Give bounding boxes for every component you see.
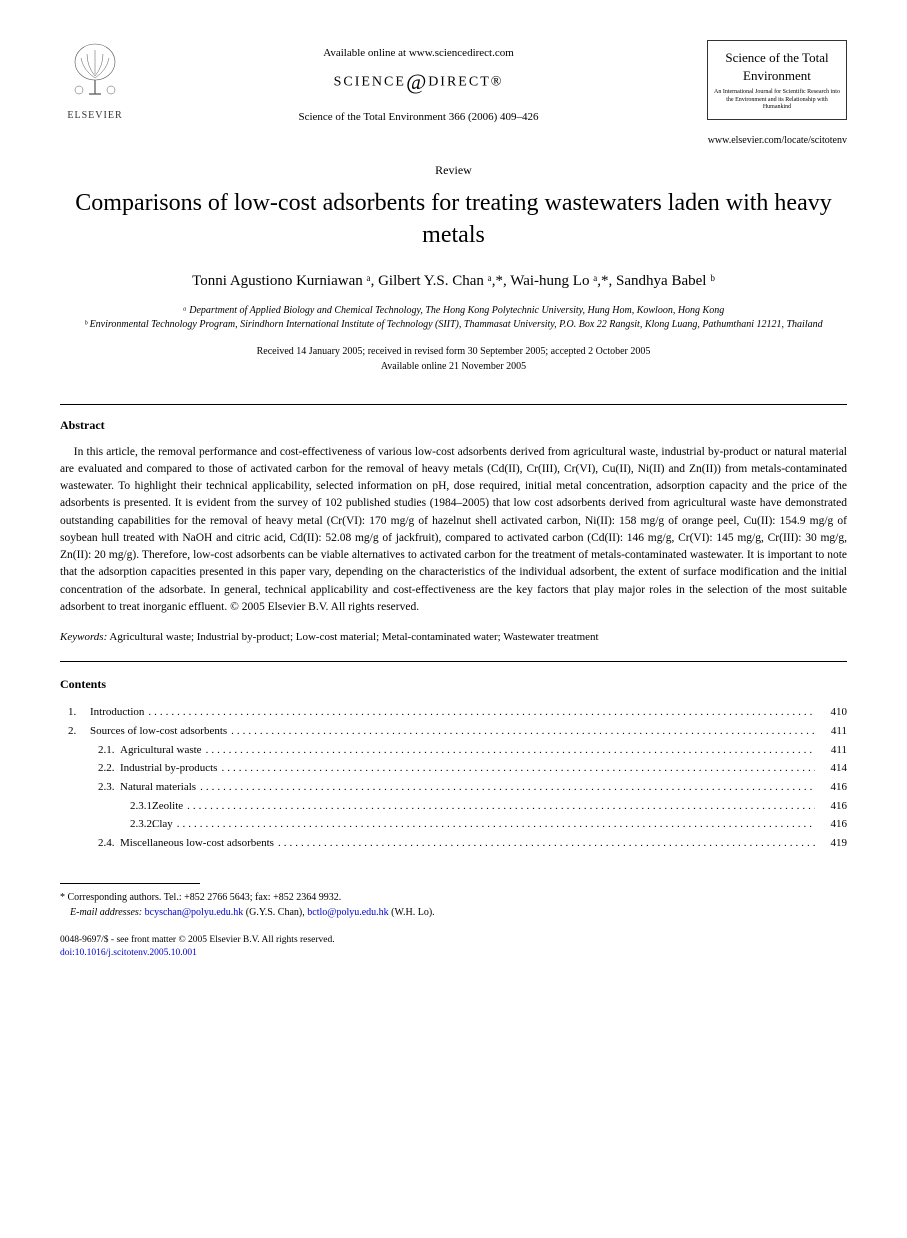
received-date: Received 14 January 2005; received in re… bbox=[60, 344, 847, 359]
journal-url: www.elsevier.com/locate/scitotenv bbox=[60, 134, 847, 148]
issn-line: 0048-9697/$ - see front matter © 2005 El… bbox=[60, 934, 847, 947]
divider-mid bbox=[60, 661, 847, 662]
citation-line: Science of the Total Environment 366 (20… bbox=[130, 110, 707, 125]
sd-at-icon: @ bbox=[406, 69, 428, 94]
toc-page: 416 bbox=[815, 797, 847, 816]
footnotes: * Corresponding authors. Tel.: +852 2766… bbox=[60, 890, 847, 920]
affiliations: ᵃ Department of Applied Biology and Chem… bbox=[60, 304, 847, 332]
toc-number: 2.2. bbox=[60, 759, 120, 778]
author-list: Tonni Agustiono Kurniawan ᵃ, Gilbert Y.S… bbox=[60, 271, 847, 292]
toc-page: 414 bbox=[815, 759, 847, 778]
toc-dots bbox=[202, 741, 815, 760]
doi-link[interactable]: doi:10.1016/j.scitotenv.2005.10.001 bbox=[60, 947, 847, 960]
toc-row: 2.1.Agricultural waste 411 bbox=[60, 741, 847, 760]
affiliation-a: ᵃ Department of Applied Biology and Chem… bbox=[60, 304, 847, 318]
sciencedirect-logo: SCIENCE@DIRECT® bbox=[130, 67, 707, 98]
toc-page: 419 bbox=[815, 834, 847, 853]
journal-subtitle: An International Journal for Scientific … bbox=[712, 89, 842, 111]
toc-dots bbox=[173, 815, 815, 834]
journal-box: Science of the Total Environment An Inte… bbox=[707, 40, 847, 120]
article-type: Review bbox=[60, 162, 847, 179]
elsevier-logo: ELSEVIER bbox=[60, 40, 130, 123]
toc-number: 2.1. bbox=[60, 741, 120, 760]
toc-label: Introduction bbox=[90, 703, 144, 722]
toc-number: 2.4. bbox=[60, 834, 120, 853]
email-label: E-mail addresses: bbox=[70, 907, 142, 918]
toc-row: 1.Introduction 410 bbox=[60, 703, 847, 722]
journal-badge-wrap: Science of the Total Environment An Inte… bbox=[707, 40, 847, 120]
abstract-body: In this article, the removal performance… bbox=[60, 444, 847, 617]
keywords-line: Keywords: Agricultural waste; Industrial… bbox=[60, 630, 847, 645]
toc-number: 1. bbox=[60, 703, 90, 722]
journal-title: Science of the Total Environment bbox=[712, 49, 842, 85]
toc-row: 2.Sources of low-cost adsorbents 411 bbox=[60, 722, 847, 741]
toc-label: Agricultural waste bbox=[120, 741, 202, 760]
toc-label: Natural materials bbox=[120, 778, 196, 797]
article-dates: Received 14 January 2005; received in re… bbox=[60, 344, 847, 374]
keywords-label: Keywords: bbox=[60, 631, 107, 643]
keywords-text: Agricultural waste; Industrial by-produc… bbox=[107, 631, 598, 643]
table-of-contents: 1.Introduction4102.Sources of low-cost a… bbox=[60, 703, 847, 853]
toc-number: 2.3. bbox=[60, 778, 120, 797]
contents-heading: Contents bbox=[60, 676, 847, 693]
toc-label: Sources of low-cost adsorbents bbox=[90, 722, 227, 741]
center-header: Available online at www.sciencedirect.co… bbox=[130, 40, 707, 126]
toc-label: Clay bbox=[152, 815, 173, 834]
toc-number: 2.3.1. bbox=[60, 797, 152, 816]
page-header: ELSEVIER Available online at www.science… bbox=[60, 40, 847, 126]
divider-top bbox=[60, 404, 847, 405]
footer-info: 0048-9697/$ - see front matter © 2005 El… bbox=[60, 934, 847, 961]
article-title: Comparisons of low-cost adsorbents for t… bbox=[60, 188, 847, 250]
email-1-name: (G.Y.S. Chan), bbox=[243, 907, 307, 918]
elsevier-label: ELSEVIER bbox=[60, 109, 130, 123]
affiliation-b: ᵇ Environmental Technology Program, Siri… bbox=[60, 318, 847, 332]
email-1[interactable]: bcyschan@polyu.edu.hk bbox=[145, 907, 244, 918]
abstract-heading: Abstract bbox=[60, 417, 847, 434]
toc-page: 416 bbox=[815, 815, 847, 834]
toc-row: 2.3.Natural materials 416 bbox=[60, 778, 847, 797]
toc-dots bbox=[274, 834, 815, 853]
toc-dots bbox=[183, 797, 815, 816]
toc-page: 410 bbox=[815, 703, 847, 722]
toc-number: 2. bbox=[60, 722, 90, 741]
toc-page: 411 bbox=[815, 741, 847, 760]
toc-page: 416 bbox=[815, 778, 847, 797]
toc-label: Industrial by-products bbox=[120, 759, 217, 778]
toc-row: 2.3.2.Clay 416 bbox=[60, 815, 847, 834]
available-online-text: Available online at www.sciencedirect.co… bbox=[130, 46, 707, 61]
email-2-name: (W.H. Lo). bbox=[389, 907, 435, 918]
sd-suffix: DIRECT® bbox=[428, 75, 503, 90]
footnote-divider bbox=[60, 883, 200, 884]
elsevier-tree-icon bbox=[65, 40, 125, 100]
toc-row: 2.2.Industrial by-products 414 bbox=[60, 759, 847, 778]
toc-dots bbox=[144, 703, 815, 722]
toc-number: 2.3.2. bbox=[60, 815, 152, 834]
email-line: E-mail addresses: bcyschan@polyu.edu.hk … bbox=[60, 905, 847, 920]
toc-dots bbox=[196, 778, 815, 797]
toc-dots bbox=[217, 759, 815, 778]
email-2[interactable]: bctlo@polyu.edu.hk bbox=[307, 907, 388, 918]
toc-label: Zeolite bbox=[152, 797, 183, 816]
available-date: Available online 21 November 2005 bbox=[60, 359, 847, 374]
toc-label: Miscellaneous low-cost adsorbents bbox=[120, 834, 274, 853]
corresponding-author-note: * Corresponding authors. Tel.: +852 2766… bbox=[60, 890, 847, 905]
sd-prefix: SCIENCE bbox=[334, 75, 406, 90]
toc-row: 2.4.Miscellaneous low-cost adsorbents 419 bbox=[60, 834, 847, 853]
toc-dots bbox=[227, 722, 815, 741]
toc-row: 2.3.1.Zeolite 416 bbox=[60, 797, 847, 816]
toc-page: 411 bbox=[815, 722, 847, 741]
